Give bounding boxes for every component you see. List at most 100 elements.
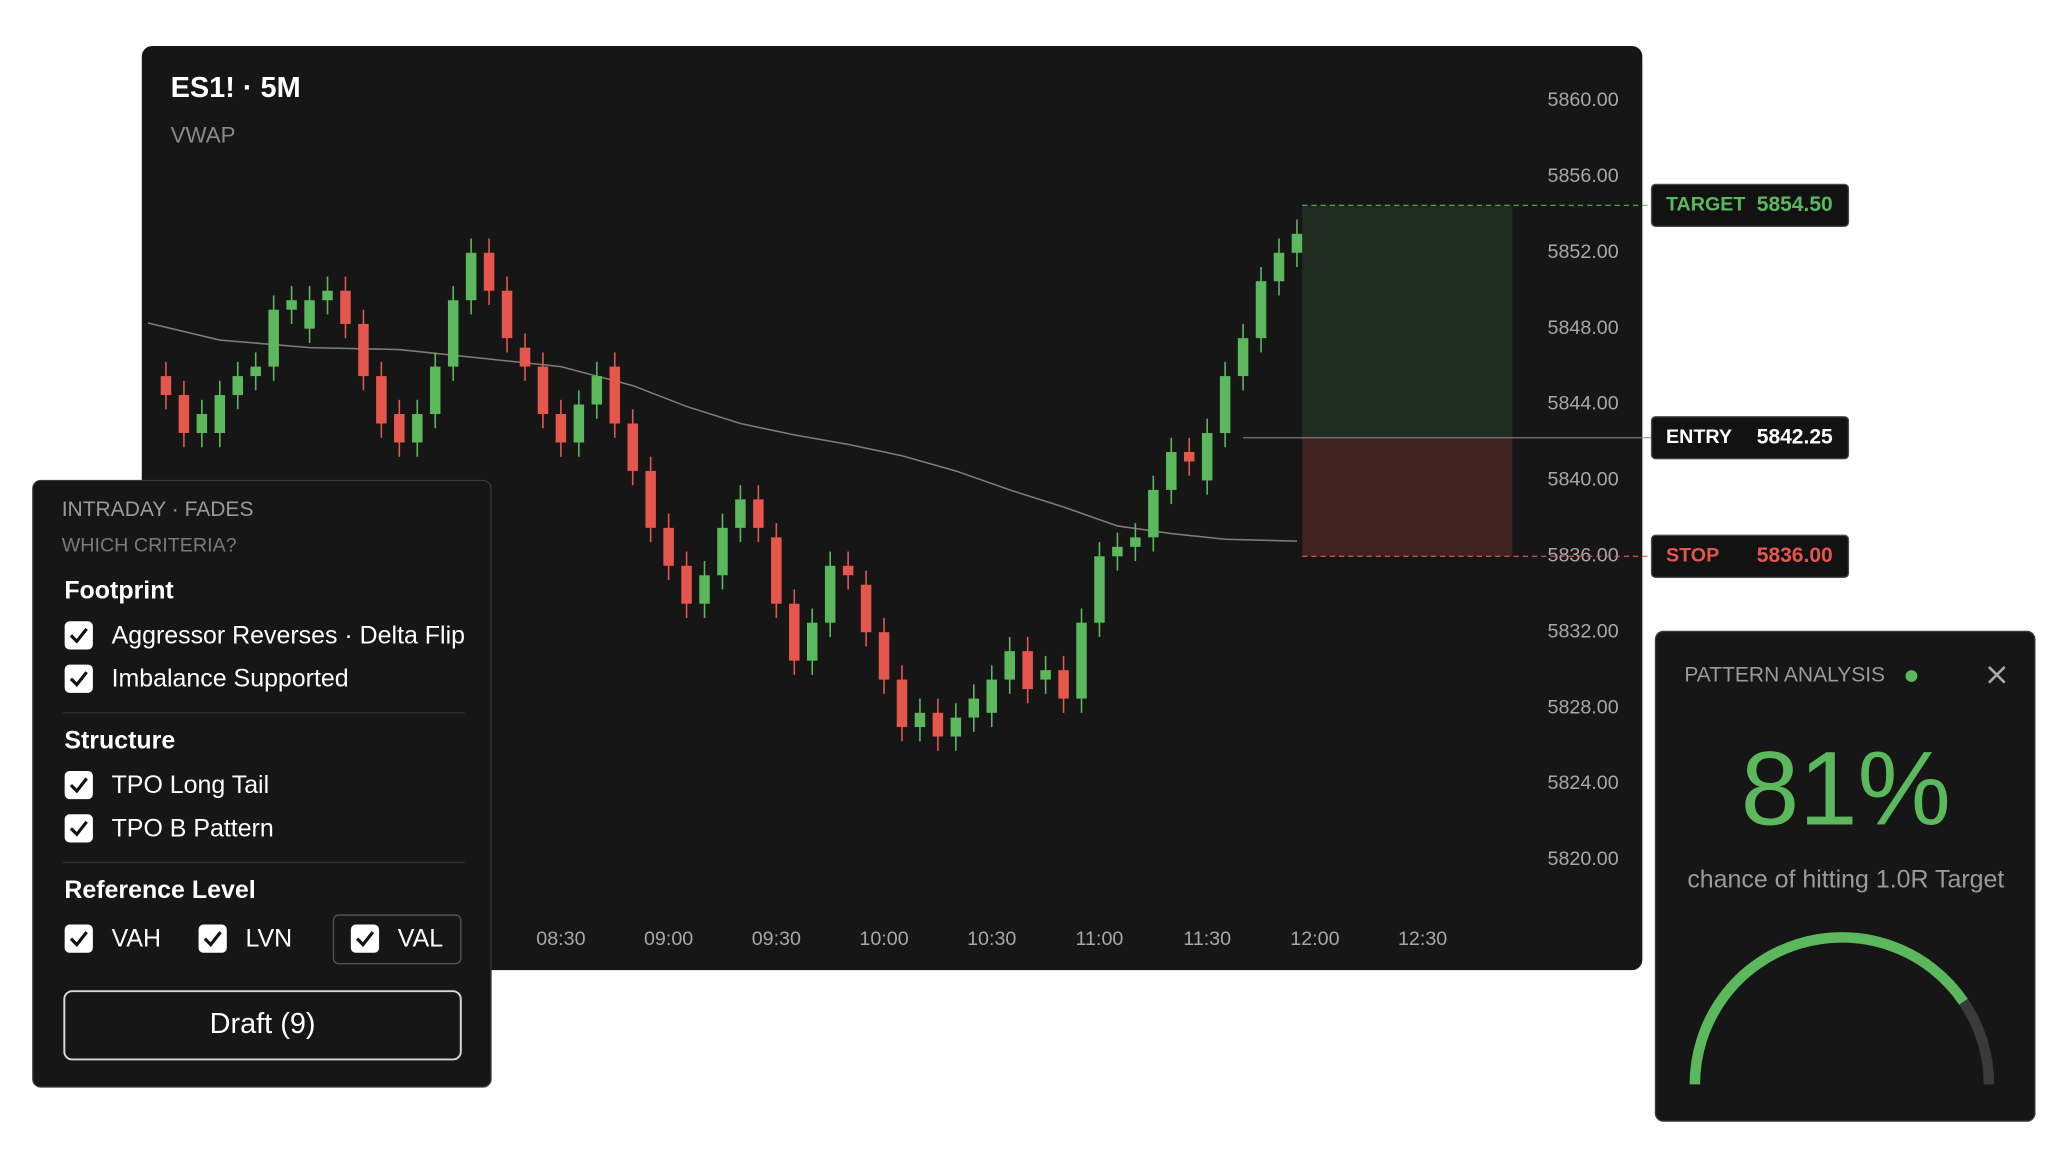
candle-body bbox=[412, 414, 423, 443]
candle-body bbox=[1004, 651, 1015, 680]
candle-body bbox=[878, 632, 890, 680]
level-value: 5842.25 bbox=[1757, 425, 1833, 448]
criterion-label[interactable]: VAL bbox=[398, 925, 443, 953]
candle-body bbox=[806, 622, 818, 661]
candle-body bbox=[681, 565, 692, 604]
draft-button-label[interactable]: Draft (9) bbox=[210, 1008, 316, 1040]
criterion-label[interactable]: Imbalance Supported bbox=[112, 665, 349, 693]
close-button[interactable] bbox=[1987, 665, 2006, 684]
level-tag bbox=[1650, 416, 1850, 460]
checkmark bbox=[69, 777, 88, 794]
candle-body bbox=[986, 679, 998, 713]
candle-body bbox=[1273, 252, 1285, 282]
candle-body bbox=[573, 404, 585, 443]
level-name: STOP bbox=[1666, 545, 1719, 567]
checkbox[interactable] bbox=[64, 924, 93, 953]
group-header: Structure bbox=[64, 726, 175, 754]
candle-body bbox=[537, 366, 549, 415]
y-tick-label: 5840.00 bbox=[1548, 469, 1619, 491]
candle-body bbox=[1201, 433, 1213, 481]
panel-bg bbox=[1654, 630, 2036, 1122]
y-tick-label: 5852.00 bbox=[1548, 241, 1619, 263]
draft-button[interactable] bbox=[63, 990, 462, 1061]
criterion-label[interactable]: TPO B Pattern bbox=[112, 814, 274, 842]
candle-body bbox=[376, 376, 387, 424]
criterion-label[interactable]: TPO Long Tail bbox=[112, 771, 270, 799]
candle-body bbox=[501, 290, 513, 339]
candle-body bbox=[465, 252, 477, 301]
criterion-label[interactable]: LVN bbox=[245, 925, 292, 953]
candle-body bbox=[555, 414, 567, 443]
panel-subtitle: WHICH CRITERIA? bbox=[62, 534, 237, 556]
candle-body bbox=[1130, 537, 1141, 547]
y-tick-label: 5820.00 bbox=[1548, 848, 1619, 870]
candle-body bbox=[340, 290, 351, 324]
candle-body bbox=[1112, 546, 1123, 557]
criteria-panel: INTRADAY · FADES WHICH CRITERIA? Draft (… bbox=[32, 479, 492, 1088]
y-tick-label: 5844.00 bbox=[1548, 393, 1619, 415]
level-name: ENTRY bbox=[1666, 426, 1732, 448]
candle-body bbox=[591, 376, 603, 405]
checkbox[interactable] bbox=[198, 924, 227, 953]
level-tag bbox=[1650, 534, 1850, 578]
gauge-track bbox=[1959, 998, 1995, 1085]
candle-body bbox=[160, 376, 172, 396]
y-tick-label: 5824.00 bbox=[1548, 772, 1619, 794]
checkmark bbox=[203, 931, 222, 947]
checkmark bbox=[69, 820, 88, 837]
candle-body bbox=[483, 252, 495, 291]
overlay-name: VWAP bbox=[171, 122, 236, 147]
candle-body bbox=[968, 698, 980, 718]
candle-body bbox=[519, 347, 531, 367]
candle-body bbox=[932, 712, 944, 737]
x-tick-label: 10:00 bbox=[859, 928, 908, 950]
candle-body bbox=[645, 470, 656, 528]
y-tick-label: 5828.00 bbox=[1548, 696, 1619, 718]
candle-body bbox=[1022, 651, 1033, 690]
candle-body bbox=[394, 414, 405, 443]
candle-body bbox=[914, 712, 926, 728]
caption: chance of hitting 1.0R Target bbox=[1687, 865, 2004, 893]
level-tag bbox=[1650, 183, 1850, 228]
criterion-label[interactable]: Aggressor Reverses · Delta Flip bbox=[112, 621, 465, 649]
level-value: 5836.00 bbox=[1757, 544, 1833, 567]
checkbox[interactable] bbox=[64, 621, 93, 650]
checkmark bbox=[69, 931, 88, 947]
target-zone bbox=[1302, 205, 1513, 438]
pattern-title: PATTERN ANALYSIS bbox=[1684, 664, 1885, 687]
panel-title: INTRADAY · FADES bbox=[62, 498, 254, 521]
y-tick-label: 5832.00 bbox=[1548, 620, 1619, 642]
checkbox[interactable] bbox=[64, 770, 93, 800]
level-name: TARGET bbox=[1666, 194, 1745, 216]
candle-body bbox=[286, 300, 297, 310]
candle-body bbox=[196, 414, 208, 434]
candle-body bbox=[1058, 670, 1069, 699]
candle-body bbox=[322, 290, 333, 301]
candle-body bbox=[1040, 670, 1051, 680]
checkbox[interactable] bbox=[64, 664, 93, 693]
gauge-value bbox=[1689, 932, 1968, 1085]
candle-body bbox=[250, 366, 261, 377]
checkmark bbox=[69, 627, 88, 644]
x-tick-label: 09:30 bbox=[752, 928, 801, 950]
checkbox[interactable] bbox=[64, 814, 93, 843]
y-tick-label: 5860.00 bbox=[1548, 89, 1619, 111]
vwap-line bbox=[147, 322, 1297, 542]
x-tick-label: 11:00 bbox=[1076, 928, 1124, 950]
status-dot bbox=[1905, 670, 1918, 683]
candle-body bbox=[1255, 281, 1267, 339]
candle-body bbox=[860, 584, 872, 633]
candle-body bbox=[717, 527, 728, 576]
candle-body bbox=[429, 366, 441, 415]
checkbox[interactable] bbox=[350, 924, 380, 953]
candle-body bbox=[1148, 489, 1159, 538]
criterion-label[interactable]: VAH bbox=[112, 925, 161, 953]
candle-body bbox=[447, 300, 459, 367]
stop-zone bbox=[1302, 437, 1513, 557]
selected-chip[interactable] bbox=[332, 914, 462, 965]
plot: 5860.00 5856.00 5852.00 5848.00 5844.00 5840.… bbox=[147, 89, 1850, 950]
candle-body bbox=[304, 300, 315, 329]
x-tick-label: 11:30 bbox=[1183, 928, 1231, 950]
checkmark bbox=[69, 671, 88, 688]
